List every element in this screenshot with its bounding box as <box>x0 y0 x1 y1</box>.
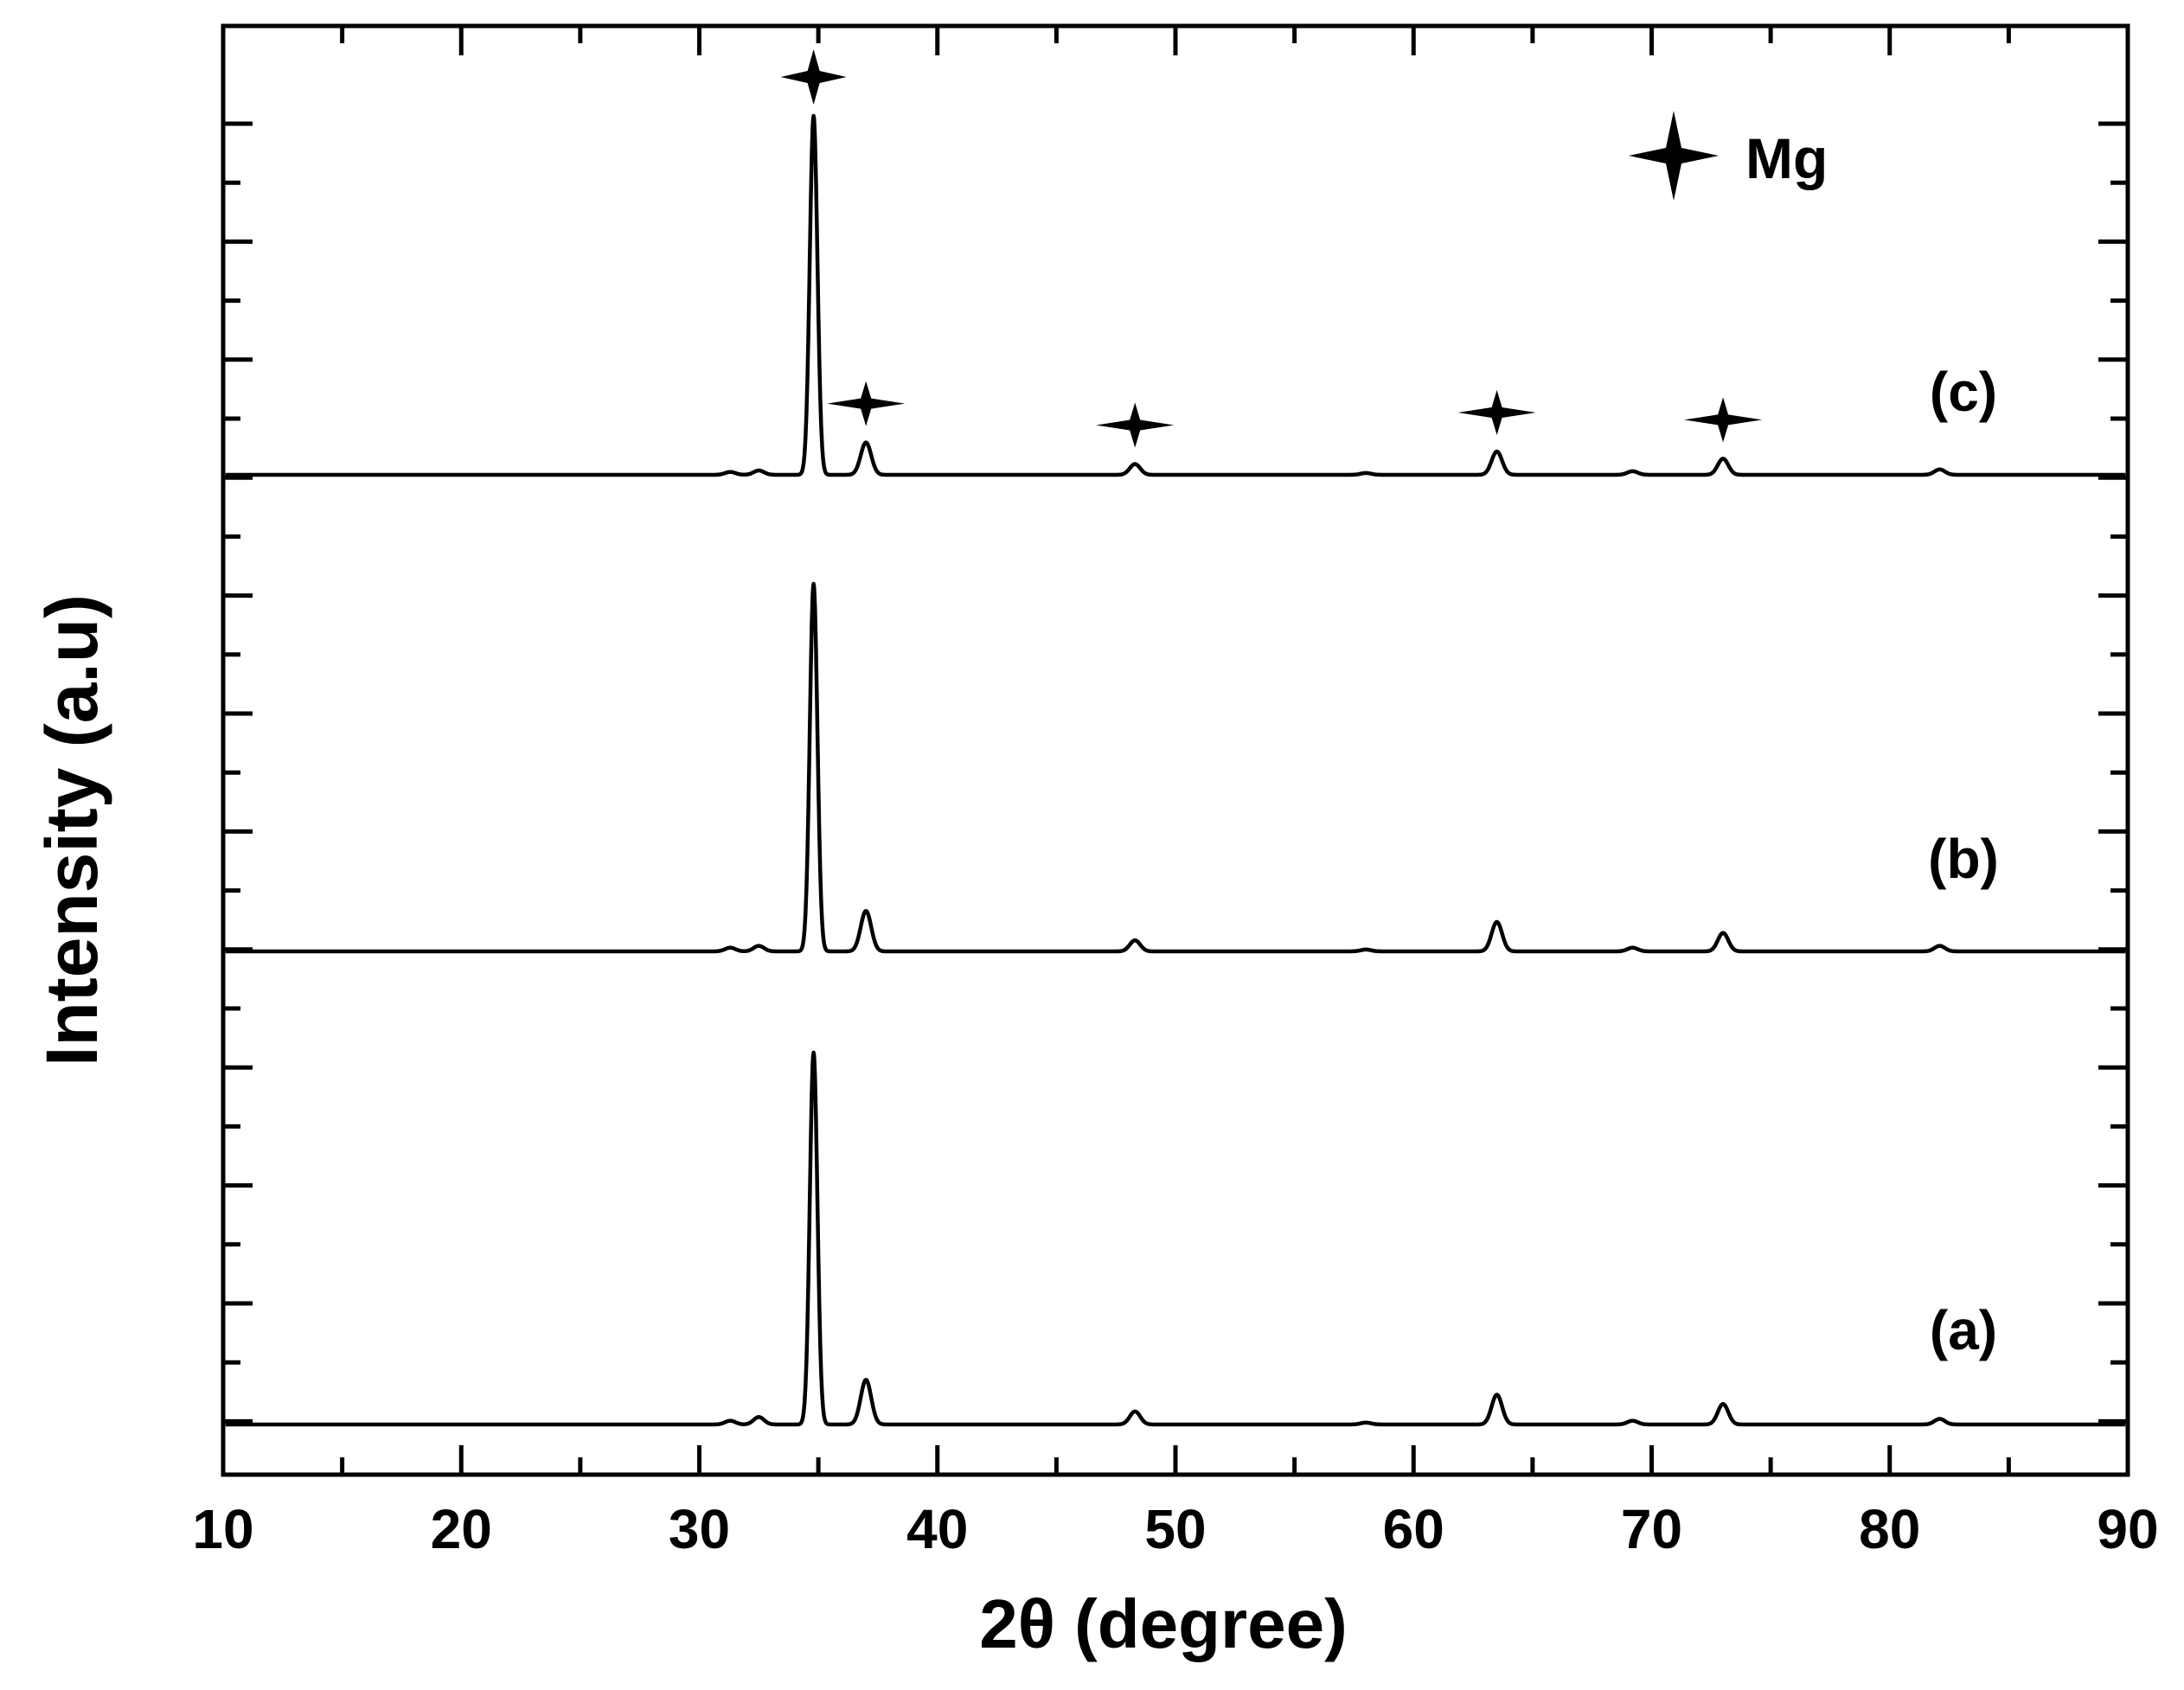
x-tick-label: 10 <box>192 1498 253 1560</box>
x-tick-label: 20 <box>431 1498 492 1560</box>
legend-star-icon <box>1629 111 1719 201</box>
series-line-b <box>224 581 2127 954</box>
legend-label: Mg <box>1745 126 1828 190</box>
x-tick-labels: 10 20 30 40 50 60 70 80 90 <box>192 1498 2158 1560</box>
x-tick-label: 30 <box>669 1498 730 1560</box>
series-label: (c) <box>1930 361 1997 423</box>
series-label: (a) <box>1930 1299 1997 1361</box>
annotations-layer <box>780 49 1763 448</box>
ticks-layer <box>221 26 2130 1475</box>
series-line-c <box>224 113 2127 477</box>
x-tick-label: 50 <box>1144 1498 1206 1560</box>
x-tick-label: 90 <box>2097 1498 2158 1560</box>
star-marker-icon <box>1457 390 1536 436</box>
plot-frame <box>221 23 2130 1477</box>
x-tick-label: 70 <box>1621 1498 1682 1560</box>
y-axis-label: Intensity (a.u) <box>31 594 112 1066</box>
star-marker-icon <box>827 381 906 426</box>
legend: Mg <box>1629 111 1828 201</box>
series-labels: (a) (b) (c) <box>1928 361 1999 1361</box>
x-tick-label: 60 <box>1383 1498 1444 1560</box>
series-label: (b) <box>1928 828 1999 890</box>
x-axis-label: 2θ (degree) <box>979 1585 1348 1662</box>
star-marker-icon <box>1684 397 1763 443</box>
star-marker-icon <box>780 49 847 105</box>
series-layer <box>224 113 2127 1427</box>
x-tick-label: 80 <box>1859 1498 1920 1560</box>
star-marker-icon <box>1096 402 1175 448</box>
series-line-a <box>224 1050 2127 1427</box>
x-tick-label: 40 <box>906 1498 968 1560</box>
